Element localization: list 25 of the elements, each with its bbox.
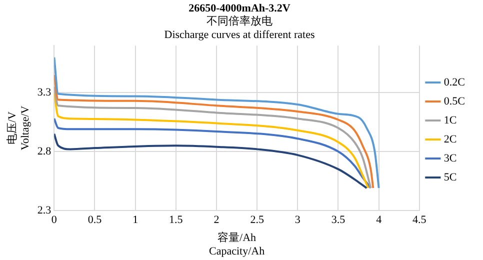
legend-label: 2C xyxy=(444,133,457,146)
x-axis-title: 容量/Ah Capacity/Ah xyxy=(208,231,266,258)
x-tick-label: 3.5 xyxy=(331,214,346,226)
legend-label: 3C xyxy=(444,152,457,164)
legend-label: 5C xyxy=(444,171,457,184)
x-tick-label: 1 xyxy=(132,214,138,226)
x-tick-label: 4.5 xyxy=(412,214,427,226)
line-series xyxy=(54,132,368,190)
chart-title: 26650-4000mAh-3.2V xyxy=(188,2,290,14)
y-tick-label: 2.8 xyxy=(37,145,52,158)
legend-label: 0.2C xyxy=(444,76,466,88)
x-tick-label: 4 xyxy=(376,214,382,226)
x-tick-label: 3 xyxy=(294,214,301,226)
x-tick-label: 1.5 xyxy=(169,214,184,226)
x-tick-label: 0.5 xyxy=(88,214,102,226)
y-tick-label: 2.3 xyxy=(37,204,52,216)
y-tick-label: 3.3 xyxy=(37,86,52,99)
chart-subtitle: 不同倍率放电 Discharge curves at different rates xyxy=(164,14,315,41)
x-tick-label: 2.5 xyxy=(250,214,264,226)
legend-label: 0.5C xyxy=(444,95,466,108)
legend-label: 1C xyxy=(444,114,457,126)
y-axis-title: 电压/V Voltage/V xyxy=(5,106,32,150)
x-tick-label: 0 xyxy=(51,214,58,226)
x-tick-label: 2 xyxy=(214,214,220,226)
line-series xyxy=(54,118,372,190)
